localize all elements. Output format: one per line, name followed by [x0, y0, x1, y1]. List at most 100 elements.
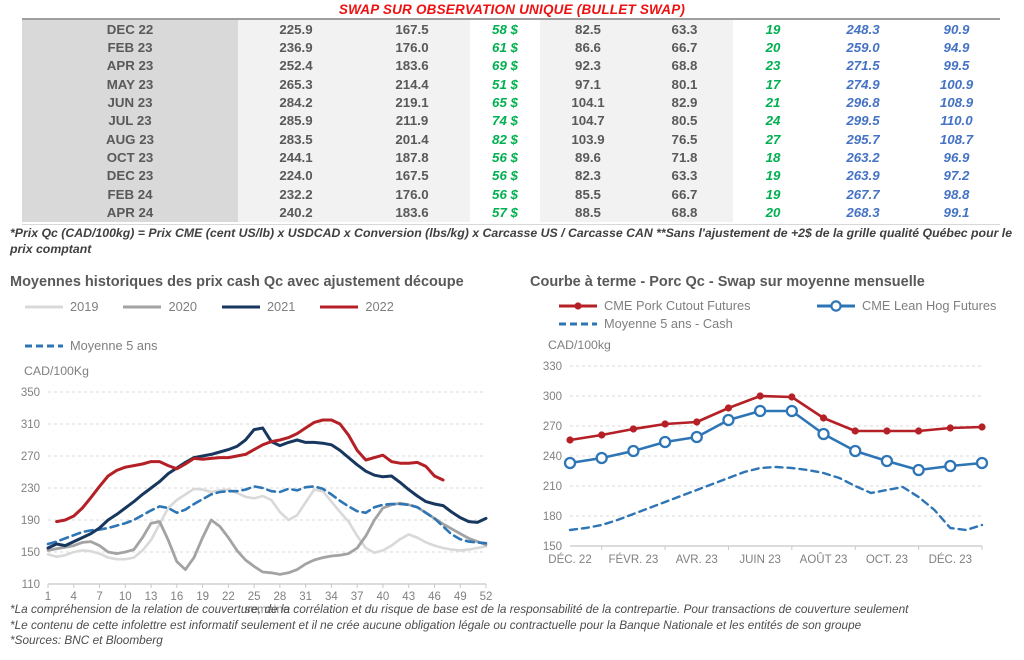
table-cell: 82.9: [636, 93, 733, 112]
right-chart-title: Courbe à terme - Porc Qc - Swap sur moye…: [530, 274, 925, 290]
table-cell: 271.5: [846, 58, 880, 74]
table-cell: 225.9: [238, 20, 354, 39]
table-cell: 183.6: [354, 203, 470, 222]
table-cell: 244.1: [238, 148, 354, 167]
table-row-month: MAY 23: [22, 75, 238, 94]
svg-text:240: 240: [543, 451, 562, 463]
table-cell: 284.2: [238, 93, 354, 112]
svg-text:19: 19: [196, 591, 209, 603]
svg-text:210: 210: [543, 481, 562, 493]
table-cell: 108.9: [939, 95, 974, 111]
svg-text:52: 52: [480, 591, 493, 603]
table-cell: 66.7: [636, 38, 733, 57]
svg-text:JUIN 23: JUIN 23: [739, 554, 781, 566]
legend-swatch-line: [559, 322, 597, 325]
table-cell: 88.5: [540, 203, 636, 222]
table-cell: 63.3: [636, 20, 733, 39]
table-cell: 252.4: [238, 56, 354, 76]
svg-text:150: 150: [21, 547, 40, 559]
table-cell: 24: [765, 113, 781, 129]
table-row-month: APR 23: [22, 56, 238, 76]
table-cell: 176.0: [354, 38, 470, 57]
table-cell: 299.5: [846, 113, 880, 129]
svg-text:7: 7: [96, 591, 102, 603]
svg-text:37: 37: [351, 591, 364, 603]
historical-prices-chart: 110 150 190 230 270 310 350 1 4 7 10 13 16 19 22 25 28 31…: [21, 387, 493, 616]
table-cell: 240.2: [238, 203, 354, 222]
page-title: SWAP SUR OBSERVATION UNIQUE (BULLET SWAP…: [338, 2, 686, 17]
table-cell: 56 $: [492, 186, 518, 202]
svg-text:46: 46: [428, 591, 441, 603]
svg-text:180: 180: [543, 511, 562, 523]
legend-item: Moyenne 5 ans: [24, 338, 158, 353]
table-cell: 19: [765, 21, 781, 37]
svg-text:13: 13: [145, 591, 158, 603]
table-row-month: JUN 23: [22, 93, 238, 112]
table-cell: 19: [765, 168, 781, 184]
legend-item: CME Pork Cutout Futures: [558, 298, 816, 313]
svg-text:OCT. 23: OCT. 23: [866, 554, 908, 566]
disclaimer-notes: *La compréhension de la relation de couv…: [10, 602, 1016, 649]
table-cell: 82.5: [540, 20, 636, 39]
table-cell: 167.5: [354, 166, 470, 186]
table-cell: 21: [765, 95, 781, 111]
svg-text:28: 28: [273, 591, 286, 603]
table-cell: 82.3: [540, 166, 636, 186]
table-cell: 214.4: [354, 75, 470, 94]
table-cell: 92.3: [540, 56, 636, 76]
table-cell: 263.2: [846, 150, 880, 166]
table-cell: 68.8: [636, 56, 733, 76]
disclaimer-line: *Le contenu de cette infolettre est info…: [10, 617, 862, 632]
table-cell: 71.8: [636, 148, 733, 167]
table-row-month: AUG 23: [22, 130, 238, 149]
legend-item: CME Lean Hog Futures: [816, 298, 996, 313]
legend-item: 2019: [24, 299, 98, 314]
legend-label: CME Lean Hog Futures: [862, 298, 997, 313]
table-cell: 90.9: [943, 21, 970, 37]
svg-text:semaine: semaine: [244, 602, 290, 616]
table-cell: 98.8: [943, 186, 970, 202]
table-cell: 80.1: [636, 75, 733, 94]
table-cell: 100.9: [939, 76, 974, 92]
svg-text:110: 110: [22, 579, 40, 591]
left-chart-legend: 2019 2020 2021 2022 Moyenne 5 ans: [24, 299, 515, 353]
table-cell: 63.3: [636, 166, 733, 186]
legend-item: 2020: [122, 299, 197, 314]
legend-swatch-line: [25, 305, 63, 308]
svg-text:43: 43: [402, 591, 415, 603]
legend-swatch-line: [123, 305, 162, 308]
table-cell: 27: [765, 131, 781, 147]
svg-text:310: 310: [21, 419, 40, 431]
svg-text:40: 40: [377, 591, 390, 603]
table-cell: 265.3: [238, 75, 354, 94]
table-cell: 232.2: [238, 185, 354, 204]
table-cell: 167.5: [354, 20, 470, 39]
table-cell: 86.6: [540, 38, 636, 57]
legend-label: Moyenne 5 ans - Cash: [604, 316, 733, 331]
legend-label: 2019: [70, 299, 99, 314]
svg-text:22: 22: [222, 591, 235, 603]
right-chart-legend: CME Pork Cutout Futures CME Lean Hog Futu…: [558, 298, 1020, 331]
table-cell: 259.0: [846, 40, 880, 56]
table-cell: 296.8: [846, 95, 880, 111]
table-row-month: JUL 23: [22, 111, 238, 131]
table-row-month: OCT 23: [22, 148, 238, 167]
table-cell: 201.4: [354, 130, 470, 149]
table-footnote: *Prix Qc (CAD/100kg) = Prix CME (cent US…: [10, 226, 1013, 256]
table-cell: 20: [765, 205, 781, 221]
legend-swatch-line: [221, 305, 260, 308]
right-chart-unit-label: CAD/100kg: [548, 338, 611, 352]
table-row-month: DEC 22: [22, 20, 238, 39]
table-cell: 211.9: [354, 111, 470, 131]
legend-label: 2021: [266, 299, 296, 314]
legend-swatch-line: [25, 344, 63, 347]
svg-text:49: 49: [454, 591, 467, 603]
table-cell: 248.3: [846, 21, 880, 37]
svg-text:16: 16: [170, 591, 183, 603]
table-cell: 85.5: [540, 185, 636, 204]
svg-text:270: 270: [21, 451, 40, 463]
table-cell: 103.9: [540, 130, 636, 149]
table-row-month: FEB 23: [22, 38, 238, 57]
svg-text:31: 31: [299, 591, 312, 603]
table-cell: 236.9: [238, 38, 354, 57]
